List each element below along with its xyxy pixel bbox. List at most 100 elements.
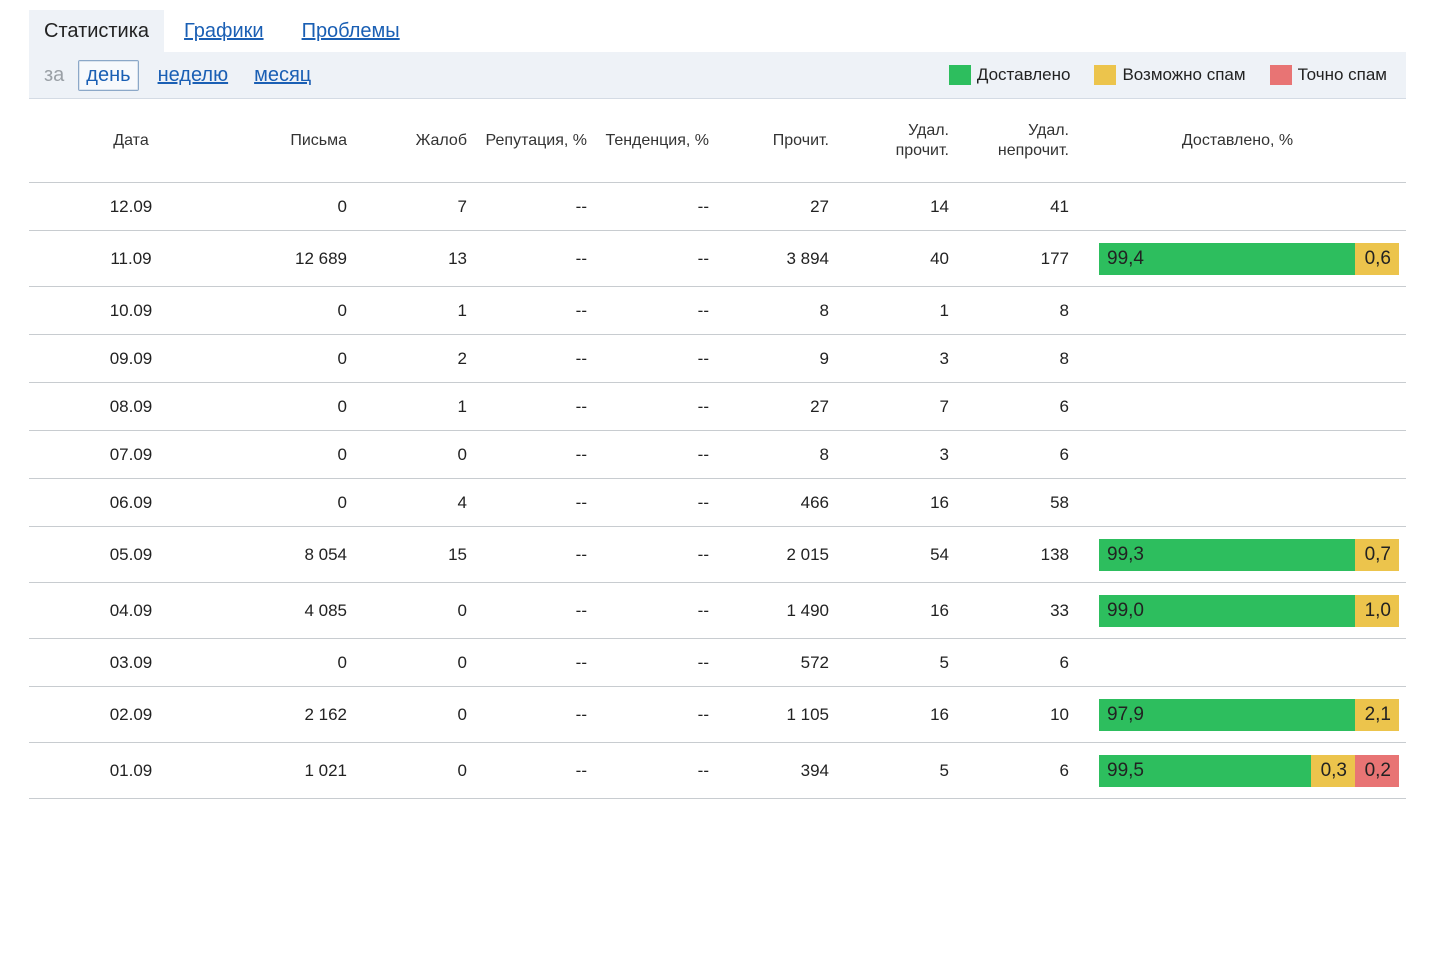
table-header-row: Дата Письма Жалоб Репутация, % Тенденция… (29, 99, 1406, 183)
cell-complaints: 0 (347, 742, 467, 799)
cell-complaints: 15 (347, 526, 467, 583)
cell-complaints: 0 (347, 582, 467, 639)
cell-date: 02.09 (29, 686, 233, 743)
cell-deleted-read: 40 (829, 230, 949, 287)
cell-read: 8 (709, 430, 829, 479)
cell-deleted-read: 14 (829, 182, 949, 231)
cell-letters: 12 689 (233, 230, 347, 287)
cell-date: 05.09 (29, 526, 233, 583)
cell-delivery: 99,0 1,0 (1069, 582, 1406, 639)
tab-problems[interactable]: Проблемы (301, 19, 400, 42)
cell-reputation: -- (467, 526, 587, 583)
table-row: 07.09 0 0 -- -- 8 3 6 (29, 430, 1406, 479)
cell-reputation: -- (467, 582, 587, 639)
header-reputation: Репутация, % (467, 99, 587, 183)
cell-delivery (1069, 334, 1406, 383)
legend-label: Доставлено (976, 65, 1071, 84)
cell-date: 12.09 (29, 182, 233, 231)
cell-read: 1 105 (709, 686, 829, 743)
table-row: 08.09 0 1 -- -- 27 7 6 (29, 382, 1406, 431)
cell-read: 572 (709, 638, 829, 687)
period-month-link[interactable]: месяц (254, 63, 312, 86)
cell-read: 27 (709, 382, 829, 431)
cell-deleted-unread: 177 (949, 230, 1069, 287)
statistics-panel: Статистика Графики Проблемы за день неде… (29, 10, 1406, 799)
cell-date: 09.09 (29, 334, 233, 383)
table-row: 01.09 1 021 0 -- -- 394 5 6 99,5 0,3 0,2 (29, 742, 1406, 799)
cell-deleted-read: 16 (829, 478, 949, 527)
cell-read: 9 (709, 334, 829, 383)
header-read: Прочит. (709, 99, 829, 183)
cell-delivery (1069, 286, 1406, 335)
cell-deleted-unread: 8 (949, 286, 1069, 335)
header-deleted-read-line1: Удал. (908, 121, 949, 139)
header-date: Дата (29, 99, 233, 183)
header-deleted-unread-line1: Удал. (1028, 121, 1069, 139)
cell-reputation: -- (467, 686, 587, 743)
header-letters: Письма (233, 99, 347, 183)
cell-trend: -- (587, 182, 709, 231)
period-week-link[interactable]: неделю (157, 63, 229, 86)
cell-delivery (1069, 478, 1406, 527)
delivery-bar-maybe-spam: 0,7 (1355, 538, 1399, 571)
table-row: 10.09 0 1 -- -- 8 1 8 (29, 286, 1406, 335)
table-row: 03.09 0 0 -- -- 572 5 6 (29, 638, 1406, 687)
cell-letters: 8 054 (233, 526, 347, 583)
legend-item-spam: Точно спам (1269, 65, 1387, 85)
delivery-bar-delivered: 99,4 (1099, 242, 1355, 275)
cell-trend: -- (587, 382, 709, 431)
header-deleted-read: Удал. прочит. (829, 99, 949, 183)
cell-reputation: -- (467, 182, 587, 231)
cell-read: 2 015 (709, 526, 829, 583)
cell-deleted-read: 16 (829, 582, 949, 639)
header-trend: Тенденция, % (587, 99, 709, 183)
cell-date: 11.09 (29, 230, 233, 287)
delivery-bar: 99,5 0,3 0,2 (1099, 754, 1399, 787)
tab-graphs[interactable]: Графики (184, 19, 264, 42)
cell-reputation: -- (467, 230, 587, 287)
cell-reputation: -- (467, 742, 587, 799)
cell-letters: 0 (233, 286, 347, 335)
delivery-bar-maybe-spam: 1,0 (1355, 594, 1399, 627)
delivery-bar-delivered: 97,9 (1099, 698, 1355, 731)
cell-delivery: 97,9 2,1 (1069, 686, 1406, 743)
cell-letters: 0 (233, 478, 347, 527)
cell-trend: -- (587, 478, 709, 527)
legend-swatch-delivered (948, 65, 971, 85)
period-day-button[interactable]: день (78, 59, 139, 91)
cell-letters: 4 085 (233, 582, 347, 639)
header-delivered: Доставлено, % (1069, 99, 1406, 183)
header-deleted-unread: Удал. непрочит. (949, 99, 1069, 183)
delivery-bar-delivered: 99,0 (1099, 594, 1355, 627)
period-label: за (44, 63, 65, 86)
cell-read: 394 (709, 742, 829, 799)
cell-trend: -- (587, 638, 709, 687)
delivery-bar: 99,4 0,6 (1099, 242, 1399, 275)
cell-reputation: -- (467, 382, 587, 431)
cell-complaints: 1 (347, 382, 467, 431)
cell-trend: -- (587, 430, 709, 479)
cell-date: 01.09 (29, 742, 233, 799)
cell-date: 04.09 (29, 582, 233, 639)
cell-deleted-unread: 8 (949, 334, 1069, 383)
cell-letters: 0 (233, 334, 347, 383)
cell-complaints: 0 (347, 430, 467, 479)
delivery-bar-spam: 0,2 (1355, 754, 1399, 787)
cell-reputation: -- (467, 430, 587, 479)
cell-reputation: -- (467, 638, 587, 687)
cell-read: 1 490 (709, 582, 829, 639)
cell-deleted-unread: 138 (949, 526, 1069, 583)
cell-letters: 0 (233, 638, 347, 687)
cell-deleted-unread: 41 (949, 182, 1069, 231)
cell-reputation: -- (467, 478, 587, 527)
cell-complaints: 7 (347, 182, 467, 231)
tab-statistics[interactable]: Статистика (29, 10, 165, 52)
header-deleted-read-line2: прочит. (895, 141, 949, 159)
delivery-bar-maybe-spam: 2,1 (1355, 698, 1399, 731)
cell-delivery (1069, 182, 1406, 231)
delivery-bar: 97,9 2,1 (1099, 698, 1399, 731)
cell-deleted-unread: 6 (949, 638, 1069, 687)
period-toolbar: за день неделю месяц Доставлено Возможно… (29, 52, 1406, 99)
cell-delivery: 99,5 0,3 0,2 (1069, 742, 1406, 799)
cell-complaints: 13 (347, 230, 467, 287)
